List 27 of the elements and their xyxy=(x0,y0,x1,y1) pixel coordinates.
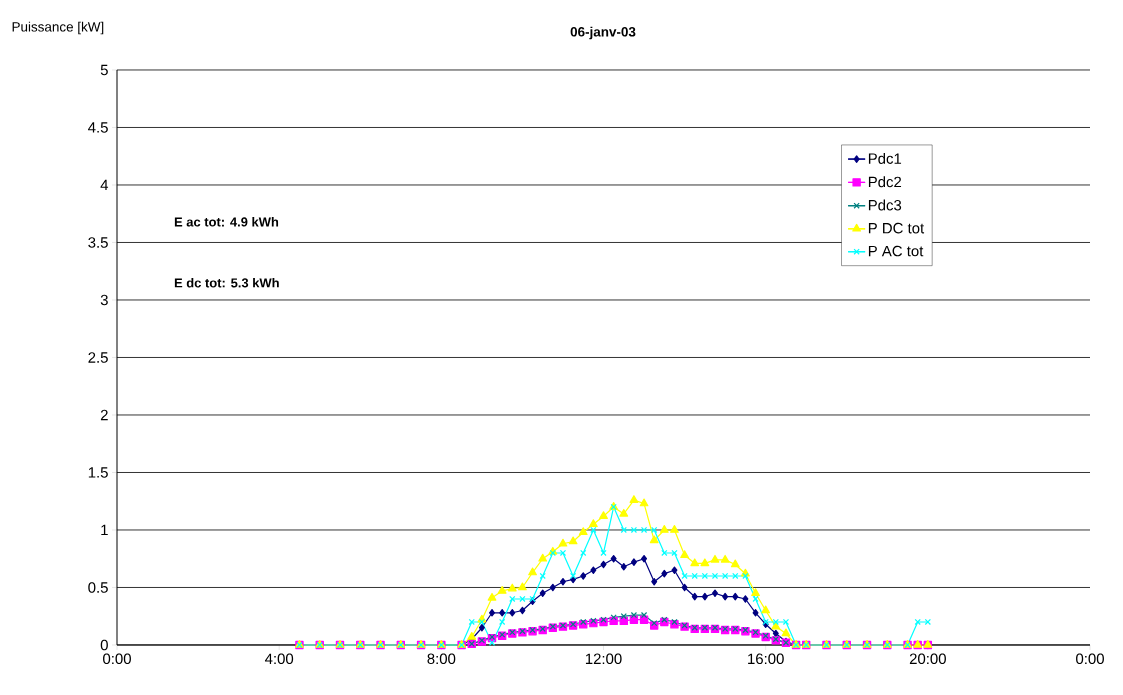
x-tick-label: 12:00 xyxy=(585,653,622,665)
legend-label: Pdc3 xyxy=(868,199,902,211)
legend-label: Pdc2 xyxy=(868,176,902,188)
x-tick-label: 16:00 xyxy=(748,653,784,665)
x-tick-label: 0:00 xyxy=(103,653,131,665)
x-tick-label: 20:00 xyxy=(909,653,946,665)
x-tick-label: 4:00 xyxy=(264,653,294,665)
y-tick-label: 3 xyxy=(100,294,108,306)
legend-label: P AC tot xyxy=(868,245,924,257)
y-tick-label: 2 xyxy=(100,409,108,421)
y-tick-label: 4 xyxy=(100,179,109,191)
y-tick-label: 0.5 xyxy=(88,582,108,593)
y-axis-title: Puissance [kW] xyxy=(12,21,104,35)
y-tick-label: 1 xyxy=(101,524,108,536)
y-tick-label: 3.5 xyxy=(88,237,108,248)
y-tick-label: 2.5 xyxy=(88,352,108,363)
y-tick-label: 1.5 xyxy=(88,467,108,478)
annotation: E ac tot: 4.9 kWh xyxy=(174,217,279,227)
x-tick-label: 8:00 xyxy=(427,653,456,665)
y-tick-label: 5 xyxy=(100,64,108,76)
y-tick-label: 0 xyxy=(100,639,108,651)
annotation: E dc tot: 5.3 kWh xyxy=(174,277,279,288)
y-tick-label: 4.5 xyxy=(88,122,108,133)
legend-label: P DC tot xyxy=(868,222,925,234)
legend-label: Pdc1 xyxy=(868,152,902,164)
chart-title: 06-janv-03 xyxy=(570,26,636,40)
x-tick-label: 0:00 xyxy=(1076,653,1104,665)
